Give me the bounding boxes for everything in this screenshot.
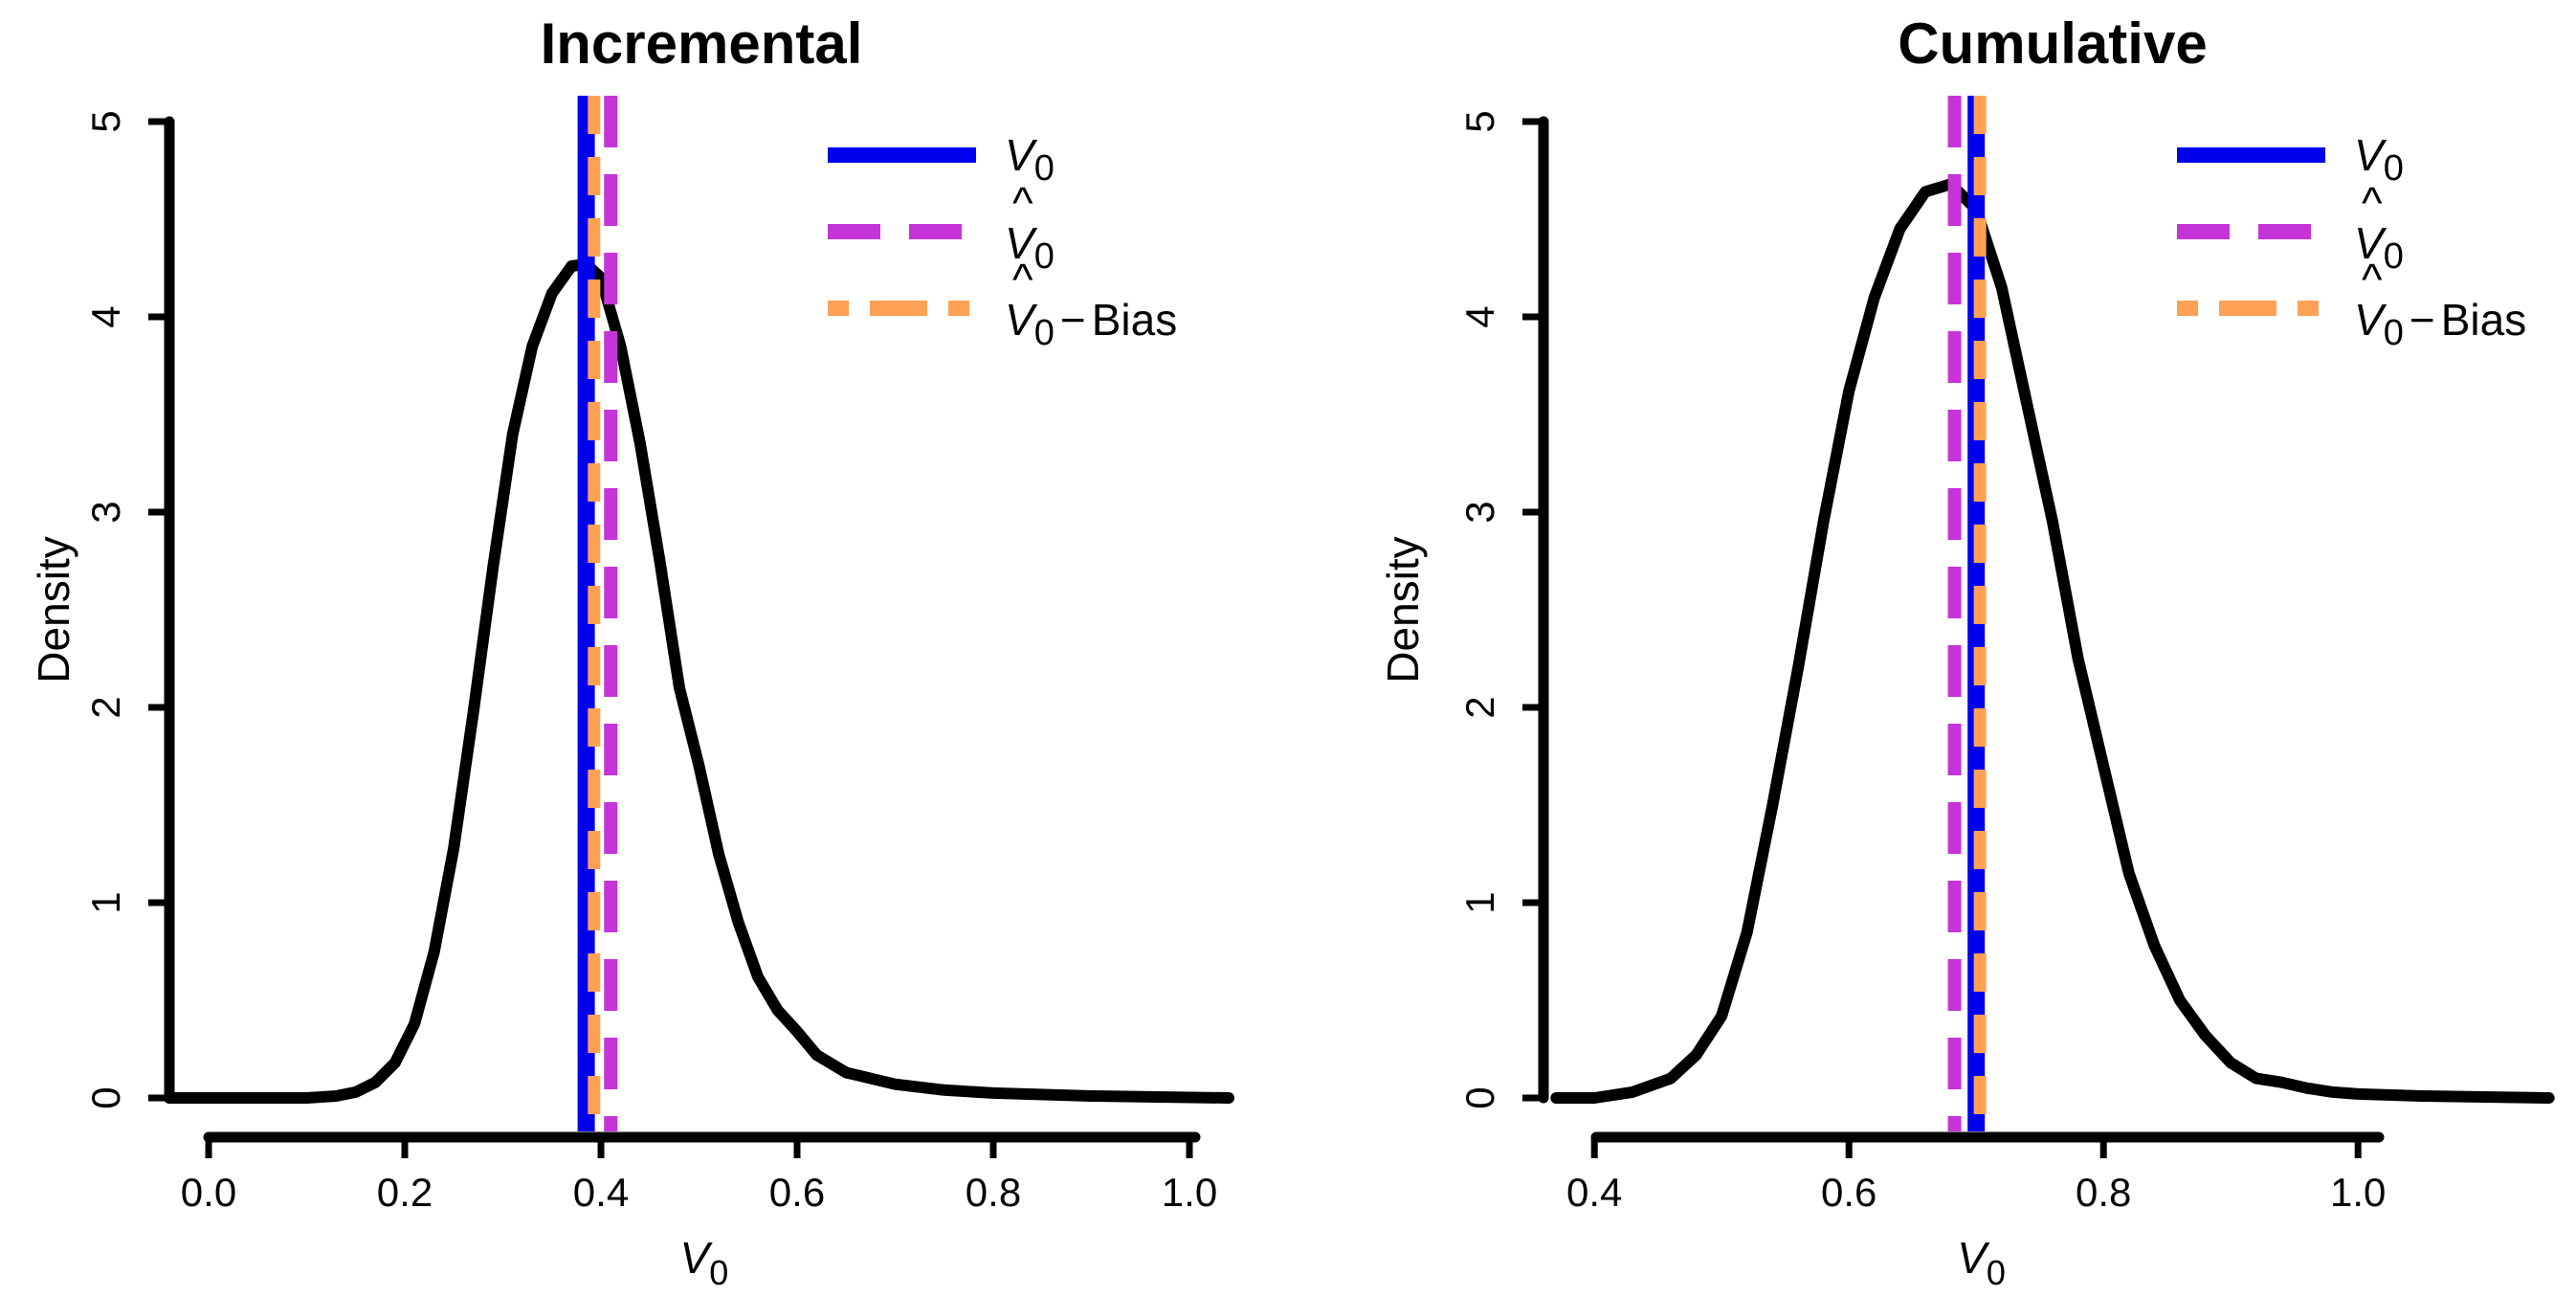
y-tick-label: 2 (83, 696, 128, 718)
y-axis-label: Density (29, 536, 78, 683)
x-tick-label: 0.6 (1821, 1170, 1876, 1215)
x-tick-label: 0.0 (181, 1170, 236, 1215)
y-axis-label: Density (1378, 536, 1428, 683)
density-curve (164, 257, 1234, 1104)
x-axis-label-main: V (1957, 1233, 1990, 1283)
x-axis-label-sub: 0 (1987, 1253, 2006, 1292)
legend-hat: ^ (1012, 255, 1033, 304)
x-tick-label: 0.6 (769, 1170, 825, 1215)
y-tick-label: 3 (1457, 501, 1502, 523)
x-axis-label: V0 (1957, 1233, 2006, 1292)
x-tick-label: 1.0 (2330, 1170, 2386, 1215)
legend-hat: ^ (2362, 255, 2383, 304)
x-tick-label: 0.2 (377, 1170, 433, 1215)
density-curve (1550, 178, 2555, 1104)
y-tick-label: 0 (83, 1086, 128, 1108)
y-tick-label: 5 (83, 110, 128, 132)
x-tick-label: 0.4 (1566, 1170, 1622, 1215)
legend-label-v0: V0 (1005, 130, 1055, 189)
y-tick-label: 0 (1457, 1086, 1502, 1108)
y-tick-label: 4 (1457, 305, 1502, 327)
y-tick-label: 2 (1457, 696, 1502, 718)
x-tick-label: 0.8 (966, 1170, 1021, 1215)
y-tick-label: 4 (83, 305, 128, 327)
legend-label-v0hat-bias: V0− Bias (1005, 295, 1177, 353)
x-tick-label: 1.0 (1162, 1170, 1217, 1215)
x-axis-label-main: V (680, 1233, 714, 1283)
y-tick-label: 3 (83, 501, 128, 523)
y-tick-label: 1 (1457, 891, 1502, 913)
panel-incremental: Incremental 0 1 2 3 4 5 Density 0.0 0.2 0.4 0.6 0.8 1… (29, 11, 1234, 1292)
chart-title: Cumulative (1898, 11, 2207, 76)
x-axis-label: V0 (680, 1233, 729, 1292)
legend-hat: ^ (2362, 178, 2383, 228)
legend-hat: ^ (1012, 178, 1033, 228)
legend-label-v0hat: V0 (1005, 218, 1055, 277)
x-tick-label: 0.4 (573, 1170, 629, 1215)
y-tick-label: 5 (1457, 110, 1502, 132)
chart-title: Incremental (541, 11, 863, 76)
y-tick-label: 1 (83, 891, 128, 913)
legend-label-v0: V0 (2354, 130, 2404, 189)
legend-label-v0hat: V0 (2354, 218, 2404, 277)
legend-label-v0hat-bias: V0− Bias (2354, 295, 2526, 353)
x-axis-label-sub: 0 (709, 1253, 728, 1292)
x-tick-label: 0.8 (2076, 1170, 2131, 1215)
